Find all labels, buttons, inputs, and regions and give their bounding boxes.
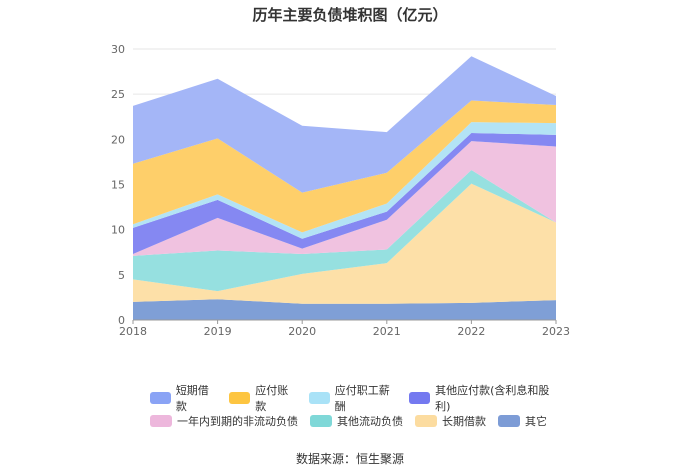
area-series-0: [133, 299, 556, 320]
legend-swatch: [229, 392, 251, 404]
legend-item-employee-pay[interactable]: 应付职工薪酬: [308, 382, 397, 414]
area-series-5: [133, 122, 556, 239]
legend-item-long-term-loans[interactable]: 长期借款: [415, 413, 486, 429]
legend-swatch: [415, 415, 437, 427]
y-tick-label: 5: [118, 269, 125, 282]
legend-swatch: [310, 415, 332, 427]
y-tick-label: 15: [111, 179, 125, 192]
legend-label: 应付账款: [255, 384, 289, 413]
area-series-6: [133, 100, 556, 233]
area-series-4: [133, 133, 556, 255]
data-source: 数据来源：恒生聚源: [295, 452, 404, 466]
x-tick-label: 2022: [457, 325, 485, 338]
x-tick-label: 2020: [288, 325, 316, 338]
legend-swatch: [409, 392, 431, 404]
y-tick-label: 20: [111, 133, 125, 146]
legend-row-2: 一年内到期的非流动负债 其他流动负债 长期借款 其它: [150, 411, 570, 431]
x-tick-label: 2018: [119, 325, 147, 338]
legend-label: 应付职工薪酬: [334, 384, 390, 413]
stacked-area-chart: 0 5 10 15 20 25 30 2018 2019 2020 2021 2022 2023: [111, 43, 570, 338]
legend-item-other-current-liabilities[interactable]: 其他流动负债: [310, 413, 403, 429]
legend-swatch: [150, 415, 172, 427]
area-series-2: [133, 170, 556, 292]
legend-item-other[interactable]: 其它: [498, 413, 547, 429]
x-tick-label: 2023: [542, 325, 570, 338]
legend-label: 其他应付款(含利息和股利): [435, 384, 550, 413]
legend-label: 一年内到期的非流动负债: [177, 415, 298, 428]
legend-label: 其他流动负债: [337, 415, 403, 428]
legend-row-1: 短期借款 应付账款 应付职工薪酬 其他应付款(含利息和股利): [150, 384, 570, 413]
area-series-7: [133, 56, 556, 193]
legend-label: 短期借款: [175, 384, 209, 413]
legend-swatch: [498, 415, 520, 427]
legend-swatch: [150, 392, 171, 404]
legend-label: 长期借款: [442, 415, 486, 428]
y-tick-label: 30: [111, 43, 125, 56]
chart-title: 历年主要负债堆积图（亿元）: [252, 6, 448, 24]
x-tick-label: 2021: [373, 325, 401, 338]
area-series-1: [133, 183, 556, 304]
y-tick-label: 0: [118, 314, 125, 327]
legend-item-accounts-payable[interactable]: 应付账款: [229, 382, 296, 414]
legend-swatch: [308, 392, 330, 404]
x-tick-label: 2019: [204, 325, 232, 338]
legend-item-other-payables[interactable]: 其他应付款(含利息和股利): [409, 382, 558, 414]
legend-item-short-term-loans[interactable]: 短期借款: [150, 382, 217, 414]
y-tick-label: 10: [111, 224, 125, 237]
area-series-3: [133, 141, 556, 256]
legend-label: 其它: [525, 415, 547, 428]
y-tick-label: 25: [111, 88, 125, 101]
chart-legend: 短期借款 应付账款 应付职工薪酬 其他应付款(含利息和股利) 一年内到期的非流动…: [150, 384, 570, 434]
legend-item-current-noncurrent[interactable]: 一年内到期的非流动负债: [150, 413, 298, 429]
